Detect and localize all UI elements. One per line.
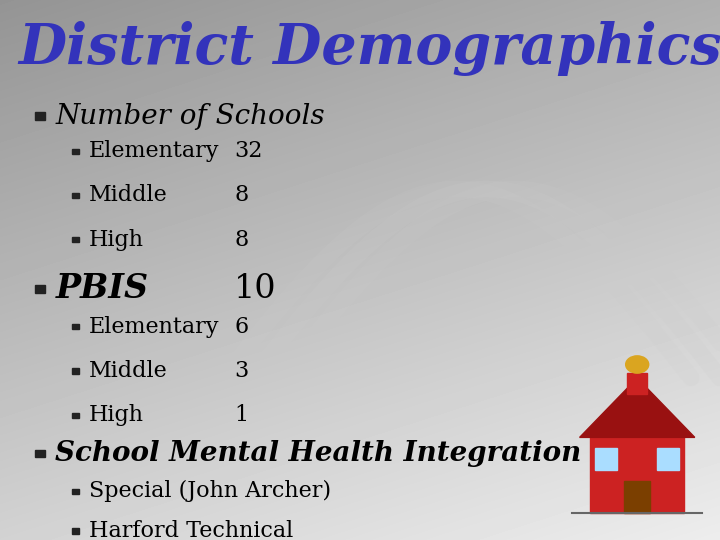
Text: PBIS: PBIS [55,272,148,306]
Bar [35,112,45,120]
Text: Elementary: Elementary [89,316,219,338]
Bar [627,373,647,394]
Text: Number of Schools: Number of Schools [55,103,325,130]
Text: 3: 3 [234,360,248,382]
Text: 32: 32 [234,140,262,162]
Bar [72,324,79,329]
Bar [35,450,45,457]
Circle shape [626,356,649,373]
Text: Special (John Archer): Special (John Archer) [89,481,330,502]
Bar [657,448,679,470]
Bar [72,193,79,198]
Bar [624,481,650,513]
Bar [595,448,617,470]
Text: Elementary: Elementary [89,140,219,162]
Bar [72,528,79,534]
Text: 6: 6 [234,316,248,338]
Text: Middle: Middle [89,360,167,382]
Text: 8: 8 [234,185,248,206]
Text: 8: 8 [234,229,248,251]
Text: District Demographics: District Demographics [18,21,720,76]
Polygon shape [580,378,695,437]
Bar [72,237,79,242]
Text: Harford Technical: Harford Technical [89,520,293,540]
Text: High: High [89,404,143,426]
Bar [72,413,79,418]
Text: 10: 10 [234,273,276,305]
Text: 1: 1 [234,404,248,426]
Bar [72,368,79,374]
Bar [35,285,45,293]
Text: High: High [89,229,143,251]
Text: Middle: Middle [89,185,167,206]
Bar [72,489,79,494]
Bar [72,148,79,154]
Bar [590,437,684,513]
Text: School Mental Health Integration: School Mental Health Integration [55,440,582,467]
